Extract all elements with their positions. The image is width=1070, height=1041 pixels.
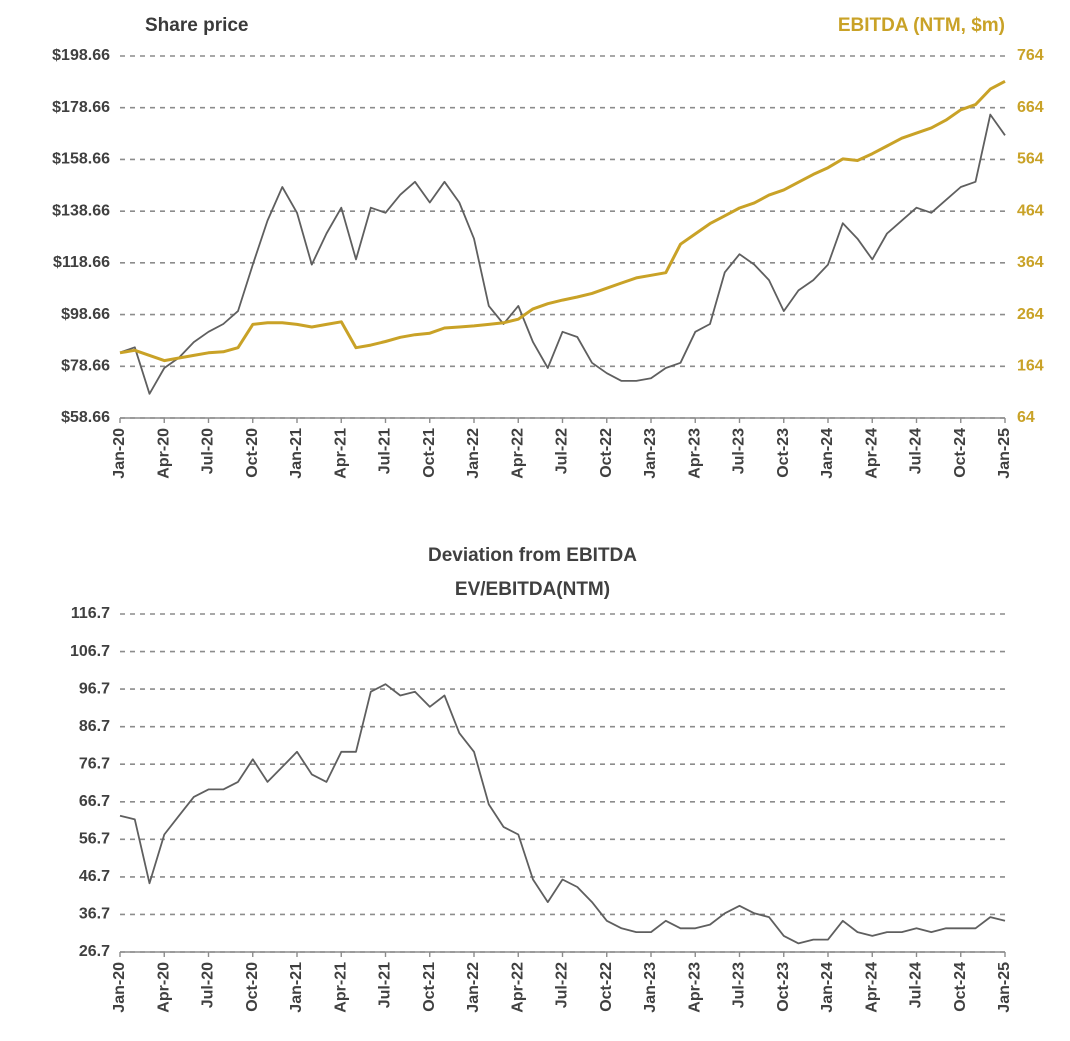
y-tick-label: 36.7 [79, 906, 110, 923]
y-tick-label: 26.7 [79, 943, 110, 960]
y-tick-label: 56.7 [79, 831, 110, 848]
series-label: Share price [145, 15, 249, 36]
x-tick-label: Jul-23 [731, 428, 748, 474]
y-tick-label: $178.66 [52, 99, 110, 116]
y-tick-label: 86.7 [79, 718, 110, 735]
x-tick-label: Jan-25 [996, 428, 1013, 479]
x-tick-label: Apr-20 [155, 962, 172, 1013]
y2-tick-label: 664 [1017, 99, 1044, 116]
y2-tick-label: 764 [1017, 47, 1044, 64]
y-tick-label: 66.7 [79, 793, 110, 810]
series-line [119, 683, 1006, 945]
x-tick-label: Jan-23 [642, 962, 659, 1013]
x-tick-label: Oct-20 [244, 962, 261, 1012]
y2-tick-label: 164 [1017, 358, 1044, 375]
x-tick-label: Oct-20 [244, 428, 261, 478]
y2-tick-label: 364 [1017, 254, 1044, 271]
x-tick-label: Jan-24 [819, 962, 836, 1013]
y-tick-label: $158.66 [52, 151, 110, 168]
x-tick-label: Jan-24 [819, 428, 836, 479]
x-tick-label: Apr-23 [686, 962, 703, 1013]
x-tick-label: Jul-22 [554, 962, 571, 1008]
x-tick-label: Jan-21 [288, 428, 305, 479]
x-tick-label: Jul-24 [908, 962, 925, 1008]
x-tick-label: Jan-20 [111, 962, 128, 1013]
y2-tick-label: 464 [1017, 202, 1044, 219]
y2-tick-label: 564 [1017, 151, 1044, 168]
x-tick-label: Jul-20 [200, 962, 217, 1008]
y-tick-label: 106.7 [70, 643, 110, 660]
y-tick-label: $118.66 [53, 254, 110, 271]
x-tick-label: Jan-23 [642, 428, 659, 479]
x-tick-label: Oct-21 [421, 962, 438, 1012]
x-tick-label: Oct-23 [775, 962, 792, 1012]
y-tick-label: $198.66 [52, 47, 110, 64]
x-tick-label: Oct-24 [952, 428, 969, 478]
x-tick-label: Apr-23 [686, 428, 703, 479]
x-tick-label: Apr-22 [509, 962, 526, 1013]
series-line [119, 113, 1006, 395]
x-tick-label: Apr-21 [332, 962, 349, 1013]
x-tick-label: Jan-22 [465, 962, 482, 1013]
x-tick-label: Apr-21 [332, 428, 349, 479]
y-tick-label: 96.7 [79, 680, 110, 697]
x-tick-label: Oct-21 [421, 428, 438, 478]
x-tick-label: Jan-21 [288, 962, 305, 1013]
y-tick-label: 116.7 [71, 605, 110, 622]
x-tick-label: Jul-20 [200, 428, 217, 474]
x-tick-label: Jan-25 [996, 962, 1013, 1013]
x-tick-label: Apr-24 [863, 962, 880, 1013]
x-tick-label: Jan-20 [111, 428, 128, 479]
x-tick-label: Jan-22 [465, 428, 482, 479]
x-tick-label: Jul-22 [554, 428, 571, 474]
x-tick-label: Oct-24 [952, 962, 969, 1012]
x-tick-label: Oct-23 [775, 428, 792, 478]
x-tick-label: Oct-22 [598, 962, 615, 1012]
y-tick-label: $78.66 [61, 358, 110, 375]
x-tick-label: Apr-24 [863, 428, 880, 479]
series-line [119, 79, 1006, 363]
x-tick-label: Jul-23 [731, 962, 748, 1008]
x-tick-label: Jul-24 [908, 428, 925, 474]
y2-tick-label: 264 [1017, 306, 1044, 323]
y-tick-label: 46.7 [79, 868, 110, 885]
y-tick-label: 76.7 [79, 755, 110, 772]
x-tick-label: Oct-22 [598, 428, 615, 478]
chart-subtitle: EV/EBITDA(NTM) [455, 579, 610, 600]
x-tick-label: Apr-22 [509, 428, 526, 479]
x-tick-label: Jul-21 [377, 428, 394, 474]
y2-tick-label: 64 [1017, 409, 1035, 426]
y-tick-label: $138.66 [52, 202, 110, 219]
y-tick-label: $58.66 [61, 409, 110, 426]
series-label: EBITDA (NTM, $m) [838, 15, 1005, 36]
x-tick-label: Jul-21 [377, 962, 394, 1008]
y-tick-label: $98.66 [61, 306, 110, 323]
x-tick-label: Apr-20 [155, 428, 172, 479]
chart-title: Deviation from EBITDA [428, 545, 637, 566]
